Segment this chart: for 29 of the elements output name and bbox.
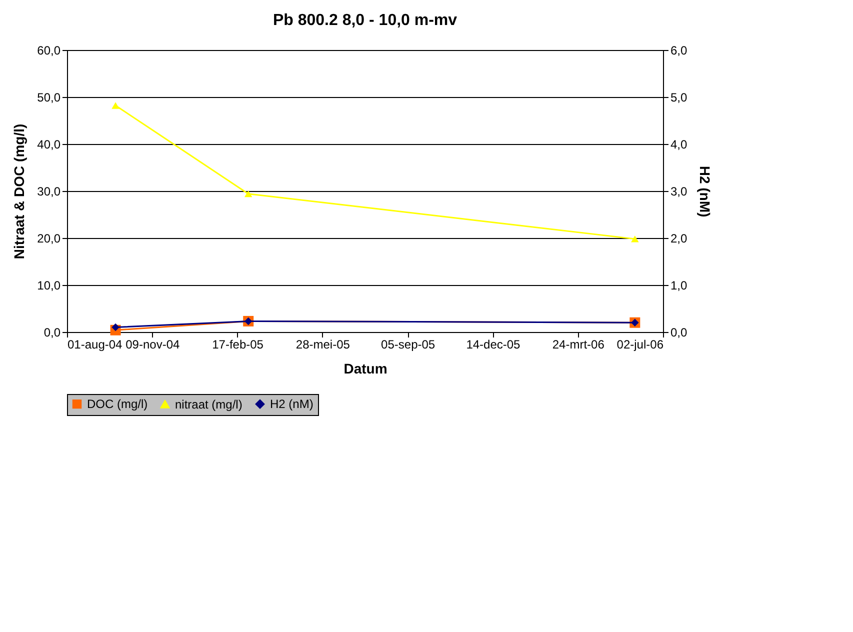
legend-label: DOC (mg/l) [87,397,148,412]
y2-tick-label: 1,0 [670,278,688,292]
y-axis-title: Nitraat & DOC (mg/l) [11,124,28,260]
y2-tick-label: 3,0 [670,184,688,198]
y2-tick-label: 0,0 [670,326,688,340]
legend-label: nitraat (mg/l) [175,397,242,412]
x-tick-label: 01-aug-04 [68,338,123,352]
y2-axis-title: H2 (nM) [697,166,714,218]
y-tick-label: 50,0 [37,90,61,104]
y2-tick-label: 5,0 [670,90,688,104]
legend-label: H2 (nM) [270,397,314,412]
x-tick-label: 02-jul-06 [616,338,664,352]
y2-tick-label: 6,0 [670,44,688,58]
x-tick-label: 24-mrt-06 [552,338,605,352]
y2-tick-label: 2,0 [670,232,688,246]
y-tick-label: 40,0 [37,138,61,152]
y-tick-label: 0,0 [44,326,61,340]
x-tick-label: 05-sep-05 [381,338,436,352]
chart-title: Pb 800.2 8,0 - 10,0 m-mv [272,12,458,29]
y-tick-label: 60,0 [37,44,61,58]
y2-tick-label: 4,0 [670,138,688,152]
y-tick-label: 30,0 [37,184,61,198]
x-axis-title: Datum [344,360,388,376]
x-tick-label: 14-dec-05 [466,338,521,352]
y-tick-label: 10,0 [37,278,61,292]
x-tick-label: 17-feb-05 [212,338,264,352]
y-tick-label: 20,0 [37,232,61,246]
x-tick-label: 09-nov-04 [126,338,180,352]
x-tick-label: 28-mei-05 [296,338,350,352]
